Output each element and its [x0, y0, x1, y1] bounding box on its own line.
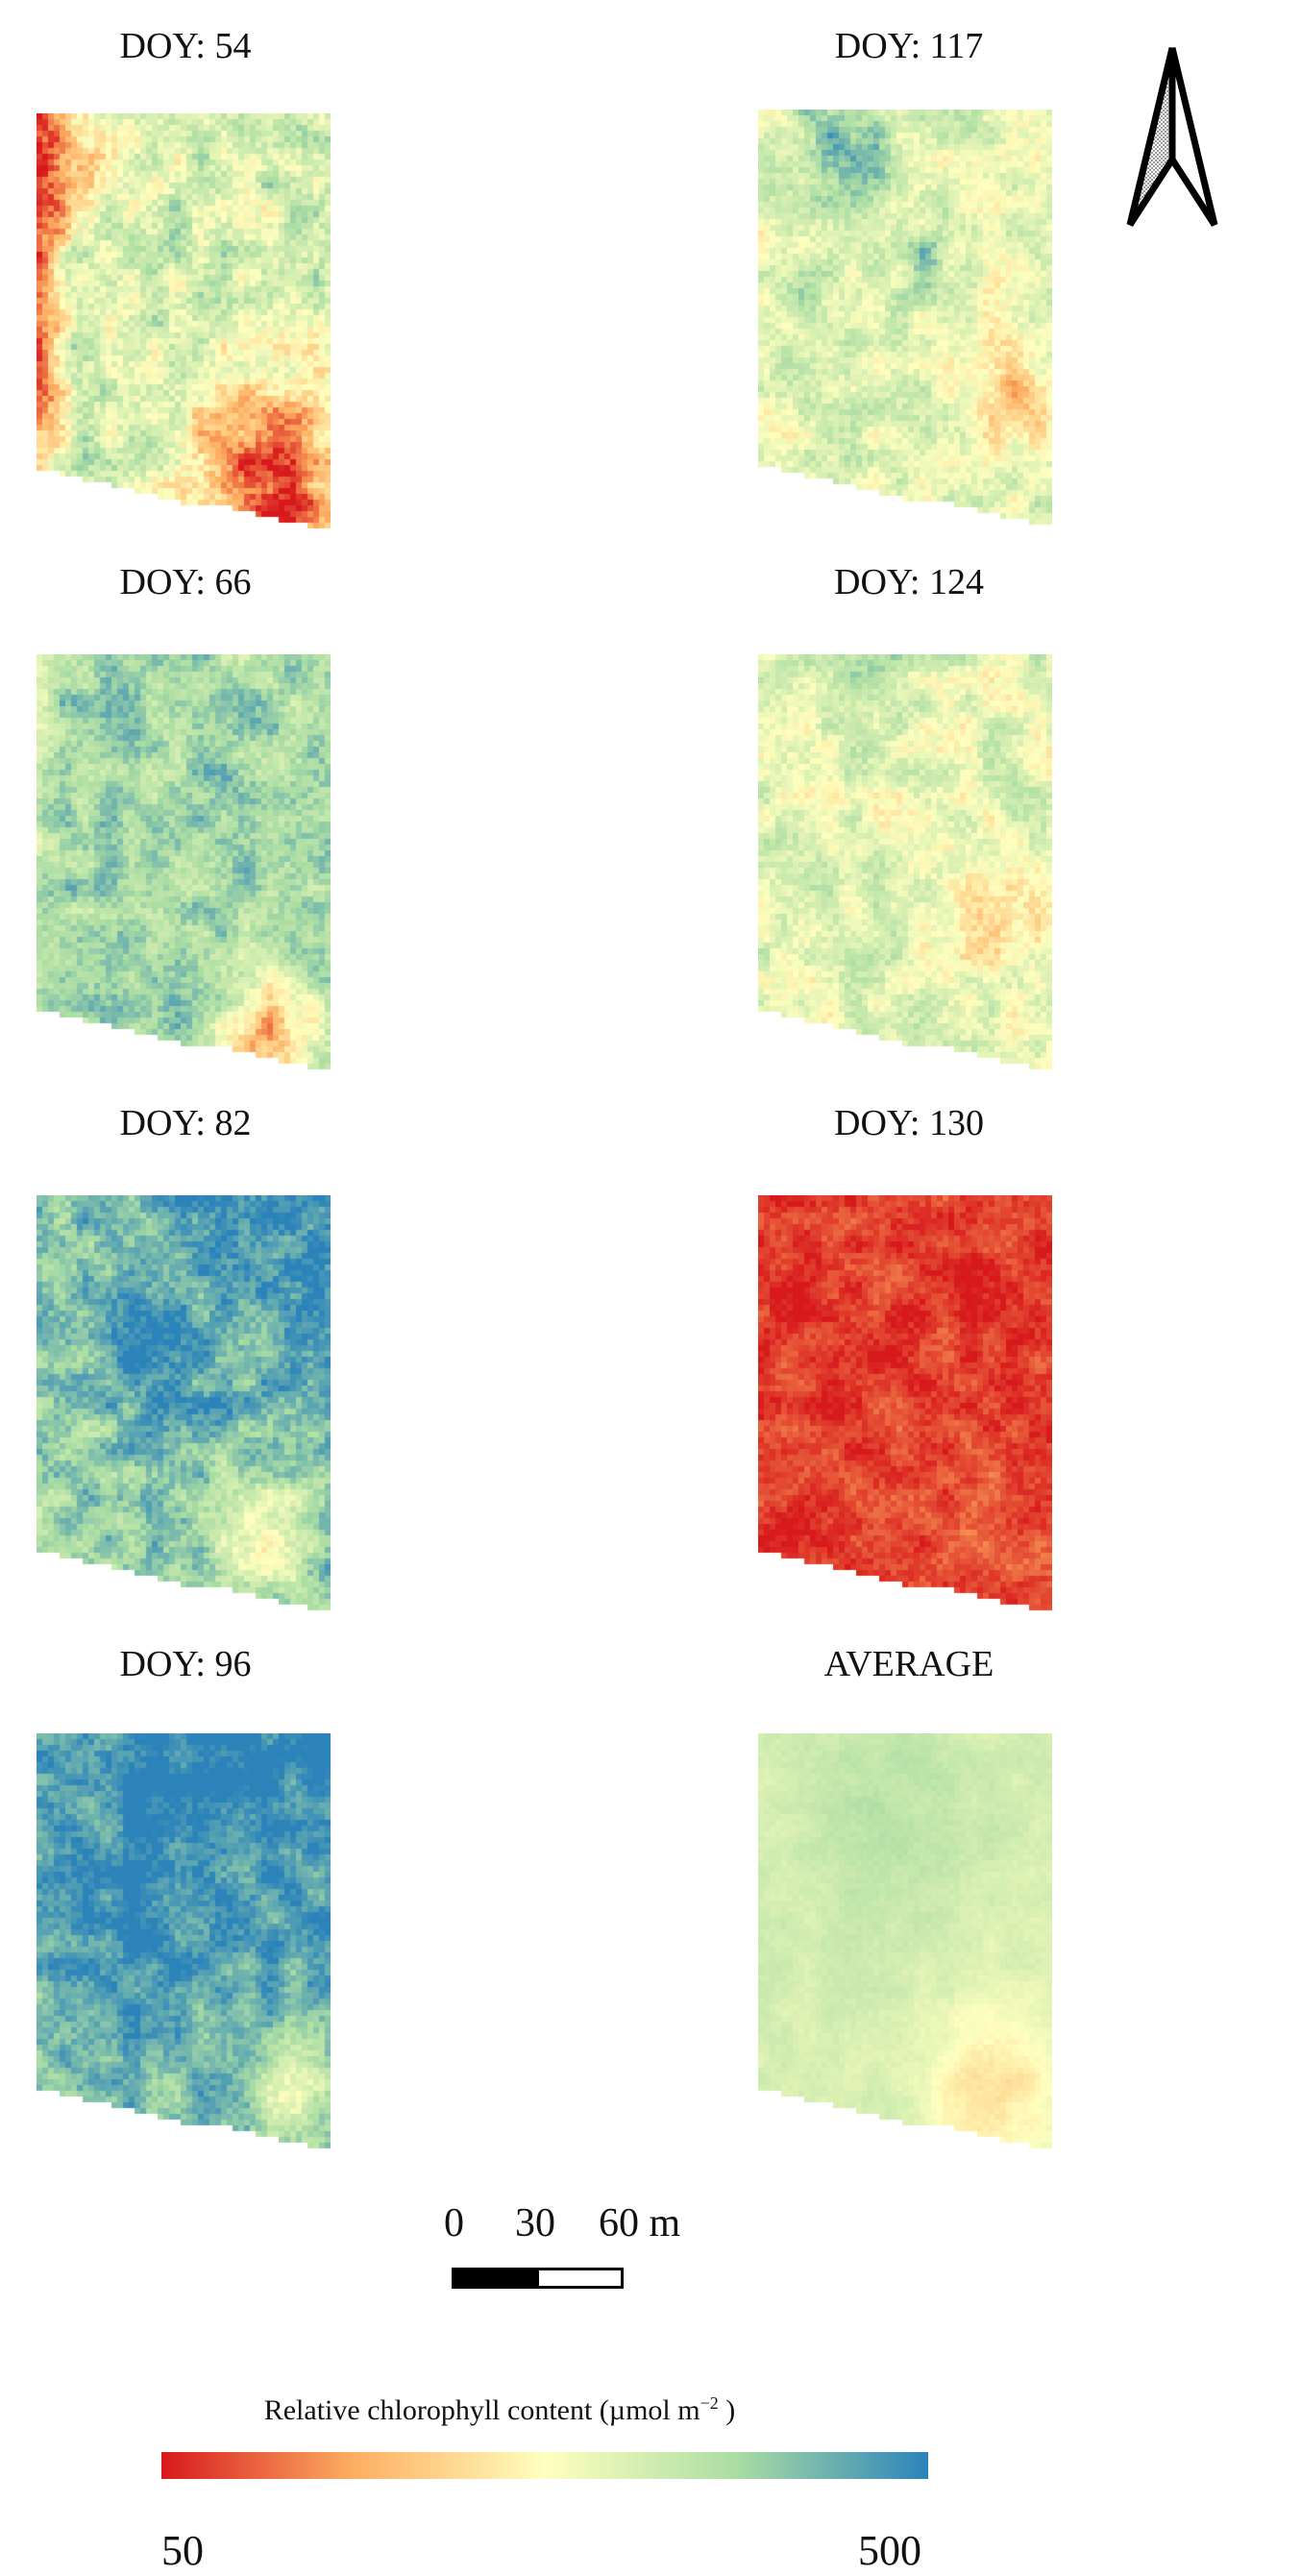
scale-label-30: 30	[515, 2201, 555, 2245]
map-doy54	[37, 113, 331, 533]
map-doy66	[37, 654, 331, 1074]
panel-title-doy66: DOY: 66	[119, 562, 252, 602]
scale-bar	[452, 2268, 624, 2289]
panel-title-average: AVERAGE	[823, 1644, 994, 1684]
legend-color-ramp	[161, 2452, 928, 2479]
panel-title-doy130: DOY: 130	[834, 1103, 984, 1143]
map-doy117	[758, 110, 1052, 529]
scale-label-0: 0	[444, 2201, 464, 2245]
legend-min-label: 50	[161, 2527, 204, 2574]
scale-label-60m: 60 m	[599, 2201, 681, 2245]
legend-title: Relative chlorophyll content (µmol m−2 )	[263, 2393, 736, 2426]
map-doy82	[37, 1195, 331, 1615]
scale-bar-segment-1	[452, 2268, 539, 2289]
legend-max-label: 500	[858, 2527, 921, 2574]
north-arrow-icon	[1126, 47, 1218, 227]
map-doy130	[758, 1195, 1052, 1615]
panel-title-doy117: DOY: 117	[834, 26, 984, 66]
map-doy96	[37, 1733, 331, 2153]
map-average	[758, 1733, 1052, 2153]
panel-title-doy54: DOY: 54	[119, 26, 252, 66]
panel-title-doy124: DOY: 124	[834, 562, 984, 602]
panel-title-doy82: DOY: 82	[119, 1103, 252, 1143]
panel-title-doy96: DOY: 96	[119, 1644, 252, 1684]
map-doy124	[758, 654, 1052, 1074]
scale-bar-segment-2	[536, 2268, 624, 2289]
